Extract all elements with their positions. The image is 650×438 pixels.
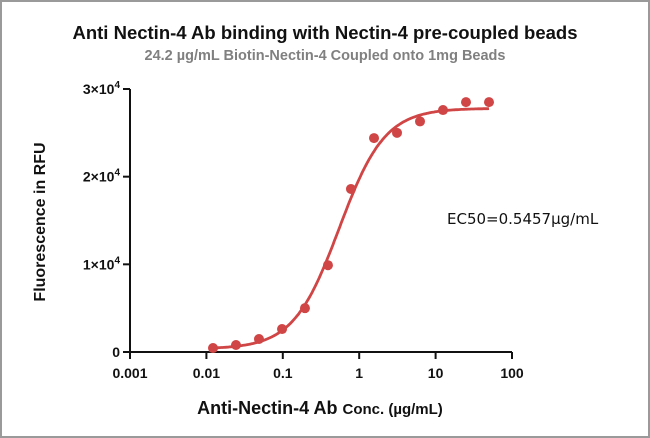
x-tick-label: 1 bbox=[355, 365, 363, 381]
x-axis-label-main: Anti-Nectin-4 Ab bbox=[197, 398, 337, 418]
data-point bbox=[484, 97, 495, 108]
x-tick-label: 0.001 bbox=[112, 365, 147, 381]
data-point bbox=[322, 260, 333, 271]
x-axis-label: Anti-Nectin-4 Ab Conc. (µg/mL) bbox=[197, 398, 443, 418]
y-tick-label: 2×104 bbox=[83, 168, 121, 185]
data-point bbox=[277, 324, 288, 335]
data-point bbox=[207, 343, 218, 354]
y-axis-label: Fluorescence in RFU bbox=[32, 142, 49, 301]
data-point bbox=[230, 339, 241, 350]
chart-title: Anti Nectin-4 Ab binding with Nectin-4 p… bbox=[72, 22, 577, 43]
data-point bbox=[392, 127, 403, 138]
y-tick-label: 1×104 bbox=[83, 255, 121, 272]
x-axis-label-unit: Conc. (µg/mL) bbox=[343, 401, 443, 418]
x-tick-label: 100 bbox=[500, 365, 524, 381]
data-point bbox=[345, 183, 356, 194]
data-point bbox=[415, 116, 426, 127]
x-tick-label: 0.1 bbox=[273, 365, 293, 381]
y-tick-label: 3×104 bbox=[83, 80, 121, 97]
y-tick-label: 0 bbox=[112, 344, 120, 360]
data-point bbox=[438, 105, 449, 116]
fit-curve bbox=[212, 107, 490, 350]
ec50-annotation: EC50=0.5457µg/mL bbox=[447, 210, 599, 228]
data-point bbox=[369, 133, 380, 144]
data-point bbox=[253, 334, 264, 345]
chart-subtitle: 24.2 µg/mL Biotin-Nectin-4 Coupled onto … bbox=[145, 48, 506, 64]
data-point bbox=[461, 97, 472, 108]
data-point bbox=[299, 303, 310, 314]
x-tick-label: 0.01 bbox=[193, 365, 220, 381]
x-tick-label: 10 bbox=[428, 365, 444, 381]
